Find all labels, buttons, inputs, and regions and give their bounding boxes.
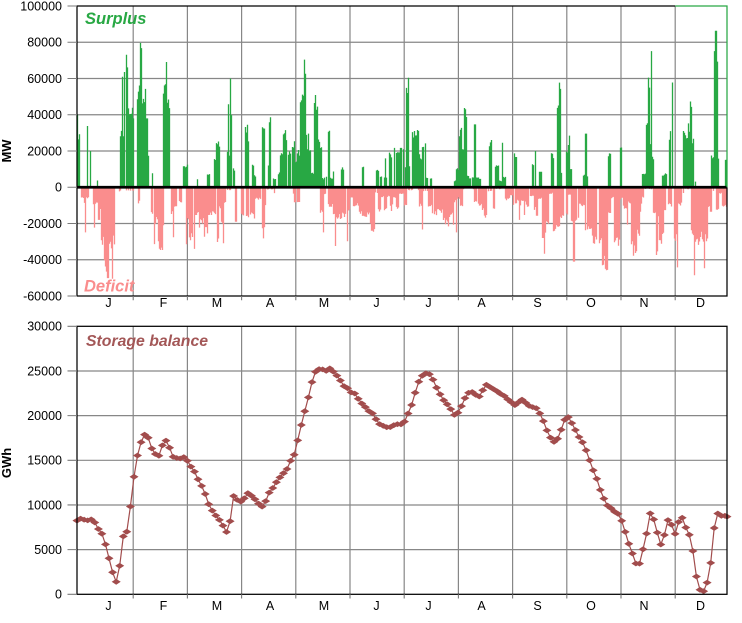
svg-text:F: F <box>160 599 168 613</box>
svg-text:Surplus: Surplus <box>85 10 146 28</box>
svg-text:20000: 20000 <box>27 144 62 158</box>
svg-text:M: M <box>319 599 329 613</box>
svg-text:Deficit: Deficit <box>84 278 136 296</box>
svg-text:100000: 100000 <box>20 0 62 13</box>
svg-text:60000: 60000 <box>27 72 62 86</box>
svg-text:J: J <box>425 296 431 310</box>
svg-text:MW: MW <box>0 139 14 163</box>
svg-text:80000: 80000 <box>27 36 62 50</box>
svg-text:-60000: -60000 <box>23 289 62 303</box>
svg-text:A: A <box>266 599 275 613</box>
svg-text:0: 0 <box>55 181 62 195</box>
svg-text:20000: 20000 <box>27 409 62 423</box>
svg-text:-40000: -40000 <box>23 253 62 267</box>
svg-text:-20000: -20000 <box>23 217 62 231</box>
svg-text:GWh: GWh <box>0 448 14 478</box>
svg-text:N: N <box>639 296 648 310</box>
svg-text:M: M <box>212 599 222 613</box>
svg-text:J: J <box>373 296 379 310</box>
svg-text:0: 0 <box>55 588 62 602</box>
svg-text:D: D <box>696 599 705 613</box>
svg-text:10000: 10000 <box>27 498 62 512</box>
svg-text:M: M <box>212 296 222 310</box>
svg-text:J: J <box>105 296 111 310</box>
svg-text:A: A <box>477 599 486 613</box>
svg-text:O: O <box>586 599 596 613</box>
svg-text:A: A <box>266 296 275 310</box>
svg-text:S: S <box>533 296 541 310</box>
svg-text:M: M <box>319 296 329 310</box>
svg-text:N: N <box>639 599 648 613</box>
svg-text:J: J <box>425 599 431 613</box>
svg-text:D: D <box>696 296 705 310</box>
svg-text:J: J <box>373 599 379 613</box>
svg-text:S: S <box>533 599 541 613</box>
svg-text:F: F <box>160 296 168 310</box>
svg-text:Storage balance: Storage balance <box>86 333 208 350</box>
svg-text:A: A <box>477 296 486 310</box>
svg-text:25000: 25000 <box>27 364 62 378</box>
svg-text:5000: 5000 <box>34 543 62 557</box>
svg-text:O: O <box>586 296 596 310</box>
svg-text:15000: 15000 <box>27 454 62 468</box>
svg-text:J: J <box>105 599 111 613</box>
svg-text:40000: 40000 <box>27 108 62 122</box>
svg-text:30000: 30000 <box>27 320 62 334</box>
